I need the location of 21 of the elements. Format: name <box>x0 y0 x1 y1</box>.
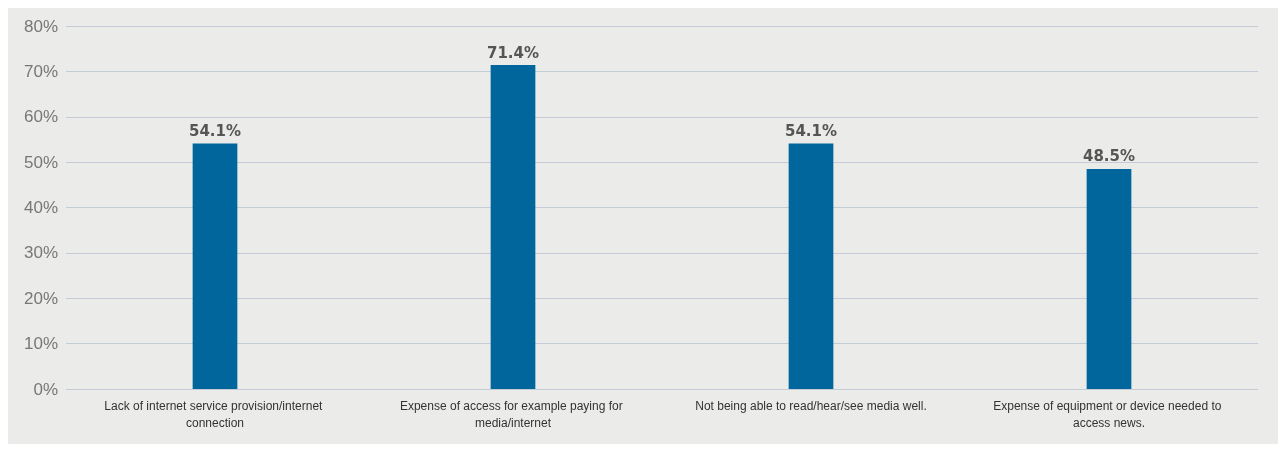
y-tick-label: 50% <box>23 152 58 172</box>
x-tick-label: Lack of internet service provision/internet connection <box>104 398 326 430</box>
bar <box>490 65 536 389</box>
y-tick-label: 10% <box>23 334 58 354</box>
y-tick-label: 60% <box>23 107 58 127</box>
y-tick-label: 30% <box>23 243 58 263</box>
bar <box>1086 168 1132 389</box>
y-tick-label: 70% <box>23 61 58 81</box>
data-label: 48.5% <box>1082 147 1136 166</box>
bar <box>788 143 834 389</box>
y-tick-label: 40% <box>23 198 58 217</box>
data-label: 54.1% <box>784 122 838 141</box>
data-label: 54.1% <box>188 122 242 141</box>
y-tick-label: 20% <box>23 288 58 308</box>
y-tick-label: 0% <box>33 379 58 399</box>
data-label: 71.4% <box>486 43 540 62</box>
x-tick-label: Expense of equipment or device needed to access news. <box>993 398 1225 430</box>
x-tick-label: Expense of access for example paying for media/internet <box>399 398 627 430</box>
y-tick-label: 80% <box>23 16 58 36</box>
bar <box>192 143 238 389</box>
x-tick-label: Not being able to read/hear/see media well. <box>695 398 927 413</box>
